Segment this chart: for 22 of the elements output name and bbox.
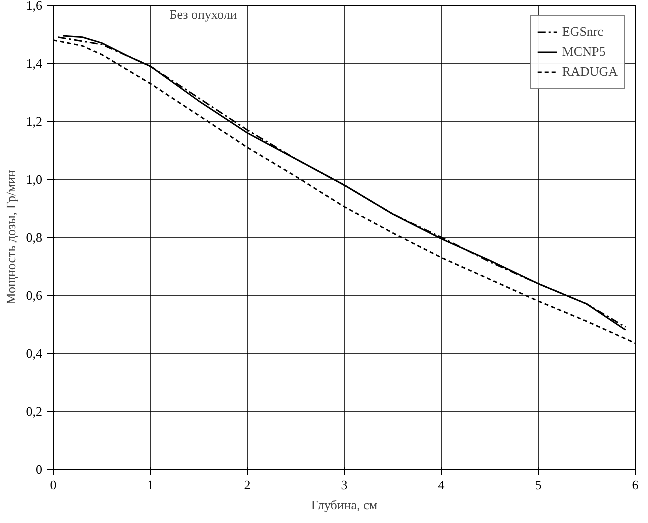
y-tick-label: 1,0 — [26, 172, 42, 187]
x-tick-label: 6 — [632, 478, 640, 492]
x-tick-label: 2 — [244, 478, 251, 492]
y-tick-label: 0,4 — [26, 346, 43, 361]
y-tick-label: 1,6 — [26, 0, 43, 13]
y-tick-label: 0,8 — [26, 230, 42, 245]
x-tick-label: 4 — [438, 478, 446, 492]
x-axis-title: Глубина, см — [311, 498, 378, 512]
legend-label: RADUGA — [562, 64, 618, 80]
x-tick-label: 5 — [535, 478, 542, 492]
annotation: Без опухоли — [170, 7, 238, 22]
y-tick-label: 0 — [36, 462, 42, 477]
legend-label: MCNP5 — [562, 44, 606, 60]
x-tick-label: 3 — [341, 478, 348, 492]
x-tick-label: 0 — [50, 478, 57, 492]
y-tick-label: 1,2 — [26, 114, 42, 129]
y-tick-label: 0,6 — [26, 288, 43, 303]
y-tick-label: 0,2 — [26, 404, 42, 419]
y-tick-label: 1,4 — [26, 56, 43, 71]
y-axis-title: Мощность дозы, Гр/мин — [3, 170, 18, 305]
legend-label: EGSnrc — [562, 24, 604, 40]
x-tick-label: 1 — [147, 478, 154, 492]
